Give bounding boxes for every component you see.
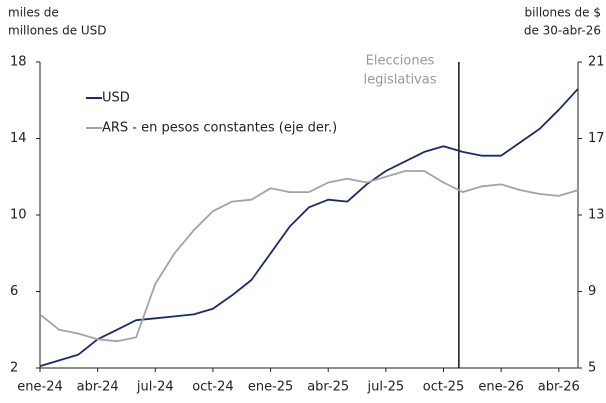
series-line <box>39 170 579 343</box>
x-tick-label: ene-24 <box>17 380 62 395</box>
x-tick-label: jul-25 <box>367 380 405 395</box>
y2-tick-label: 21 <box>588 55 605 70</box>
y2-tick-label: 13 <box>588 208 605 223</box>
annotation: Elecciones <box>366 54 435 69</box>
y-tick-label: 2 <box>10 361 18 376</box>
y-tick-label: 10 <box>10 208 27 223</box>
y2-tick-label: 9 <box>588 284 596 299</box>
x-tick-label: abr-26 <box>538 380 580 395</box>
x-tick-label: ene-26 <box>478 380 523 395</box>
y2-tick-label: 17 <box>588 131 605 146</box>
y-tick-label: 18 <box>10 55 27 70</box>
x-tick-label: jul-24 <box>136 380 174 395</box>
legend-label: ARS - en pesos constantes (eje der.) <box>102 121 337 136</box>
x-tick-label: oct-25 <box>423 380 464 395</box>
y2-tick-label: 5 <box>588 361 596 376</box>
y-axis-label: miles de <box>8 6 59 20</box>
x-tick-label: oct-24 <box>192 380 233 395</box>
y-tick-label: 14 <box>10 131 27 146</box>
x-tick-label: ene-25 <box>248 380 293 395</box>
series-line <box>39 88 579 367</box>
legend-label: USD <box>102 91 130 106</box>
y2-axis-label: de 30-abr-26 <box>524 24 601 38</box>
y-axis-label: millones de USD <box>8 24 107 38</box>
y2-axis-label: billones de $ <box>525 6 601 20</box>
annotation: legislativas <box>364 73 437 88</box>
y-tick-label: 6 <box>10 284 18 299</box>
x-tick-label: abr-25 <box>307 380 349 395</box>
x-tick-label: abr-24 <box>77 380 119 395</box>
